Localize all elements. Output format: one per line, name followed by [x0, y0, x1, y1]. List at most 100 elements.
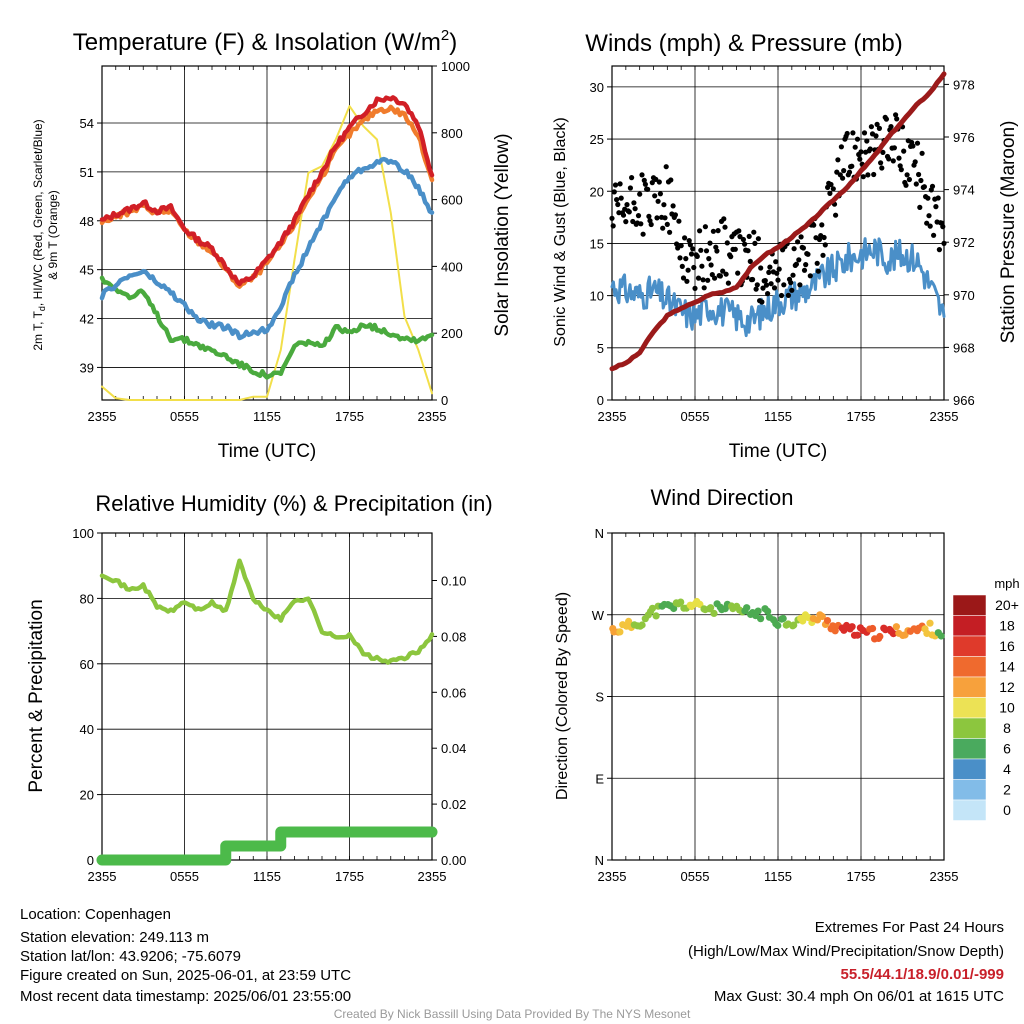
- direction-point: [648, 604, 657, 612]
- gust-point: [672, 212, 679, 218]
- gust-point: [674, 241, 680, 247]
- direction-point: [876, 632, 884, 641]
- gust-point: [778, 292, 785, 299]
- plot-frame: [101, 65, 433, 401]
- gust-point: [732, 246, 738, 252]
- gust-point: [725, 280, 732, 286]
- gust-point: [776, 266, 782, 272]
- y-tick-label: 10: [590, 289, 604, 304]
- direction-point: [853, 631, 862, 639]
- y-label-part: , HI/WC (Red, Green, Scarlet/Blue): [31, 119, 45, 306]
- y-tick-label: 5: [597, 341, 604, 356]
- gust-point: [712, 275, 718, 281]
- colorbar-title: mph: [994, 576, 1019, 591]
- y-tick-label: 20: [590, 184, 604, 199]
- gust-point: [852, 144, 858, 150]
- gust-point: [678, 243, 684, 249]
- y2-tick-label: 0: [441, 393, 448, 408]
- gust-point: [656, 179, 662, 185]
- gust-point: [754, 282, 760, 288]
- gust-point: [811, 222, 817, 228]
- y-tick-label: 48: [80, 214, 94, 229]
- gust-point: [925, 195, 931, 201]
- gust-point: [912, 159, 918, 165]
- gust-point: [715, 228, 721, 234]
- direction-point: [869, 624, 877, 633]
- gust-point: [722, 224, 728, 230]
- direction-point: [743, 604, 751, 612]
- gust-point: [759, 299, 765, 305]
- y-tick-label: 100: [72, 526, 94, 541]
- gust-point: [785, 292, 792, 298]
- gust-point: [758, 265, 764, 271]
- gust-series: [609, 112, 947, 305]
- direction-point: [779, 614, 787, 623]
- gust-point: [879, 165, 885, 171]
- gust-point: [686, 238, 692, 244]
- panel-2: [607, 65, 949, 401]
- gust-point: [720, 268, 726, 274]
- gust-point: [835, 157, 841, 163]
- gust-point: [755, 236, 762, 242]
- gust-point: [641, 177, 647, 183]
- gust-point: [815, 268, 821, 274]
- y-tick-label: 51: [80, 165, 94, 180]
- direction-point: [892, 623, 901, 631]
- gust-point: [857, 156, 863, 162]
- colorbar-label: 2: [1003, 782, 1011, 798]
- colorbar-label: 20+: [995, 597, 1019, 613]
- gust-point: [701, 285, 707, 291]
- gust-point: [903, 182, 909, 188]
- y-tick-label: 39: [80, 360, 94, 375]
- gust-point: [860, 174, 866, 180]
- y-tick-label: N: [595, 526, 604, 541]
- x-tick-label: 2355: [598, 409, 627, 424]
- y2-axis-label: Solar Insolation (Yellow): [492, 133, 513, 336]
- gust-point: [846, 169, 853, 175]
- gust-point: [801, 267, 808, 273]
- gust-point: [820, 252, 826, 258]
- gust-point: [916, 171, 922, 178]
- x-tick-label: 0555: [681, 869, 710, 884]
- speed-colorbar: 20+ 18 16 14 12 10 8 6 4 2 0: [952, 594, 1019, 821]
- y-tick-label: 60: [80, 657, 94, 672]
- gust-point: [924, 220, 930, 226]
- y-axis-label: Sonic Wind & Gust (Blue, Black): [552, 117, 569, 346]
- gust-point: [771, 285, 778, 291]
- gust-point: [751, 229, 757, 235]
- temperature-series-1: [99, 95, 435, 287]
- gust-point: [828, 181, 834, 188]
- y-tick-label: 40: [80, 722, 94, 737]
- gust-point: [841, 168, 847, 174]
- gust-point: [703, 248, 710, 254]
- colorbar-swatch: [952, 656, 987, 678]
- chart-title: Wind Direction: [650, 485, 793, 510]
- gust-point: [657, 191, 664, 197]
- x-tick-label: 1755: [335, 869, 364, 884]
- direction-point: [823, 617, 832, 625]
- precip-line: [96, 826, 438, 866]
- y-tick-label: 20: [80, 788, 94, 803]
- gust-point: [850, 130, 856, 136]
- gust-point: [694, 253, 700, 259]
- gust-point: [825, 184, 831, 190]
- panel-4: [607, 532, 945, 861]
- gust-point: [670, 203, 676, 209]
- gust-point: [746, 233, 752, 239]
- chart-title: Relative Humidity (%) & Precipitation (i…: [95, 491, 492, 516]
- direction-point: [710, 609, 718, 618]
- y2-tick-label: 600: [441, 193, 463, 208]
- direction-point: [764, 607, 772, 616]
- gust-point: [929, 183, 936, 189]
- gust-point: [618, 195, 624, 201]
- rh-series: [99, 558, 435, 665]
- colorbar-label: 18: [999, 618, 1015, 634]
- gust-point: [765, 291, 771, 297]
- gust-point: [844, 130, 850, 137]
- y-axis-label: Direction (Colored By Speed): [554, 592, 571, 800]
- gust-point: [789, 287, 795, 293]
- y2-tick-label: 972: [953, 235, 975, 250]
- gust-point: [707, 240, 713, 246]
- max-gust: Max Gust: 30.4 mph On 06/01 at 1615 UTC: [713, 988, 1004, 1005]
- gust-point: [858, 149, 864, 155]
